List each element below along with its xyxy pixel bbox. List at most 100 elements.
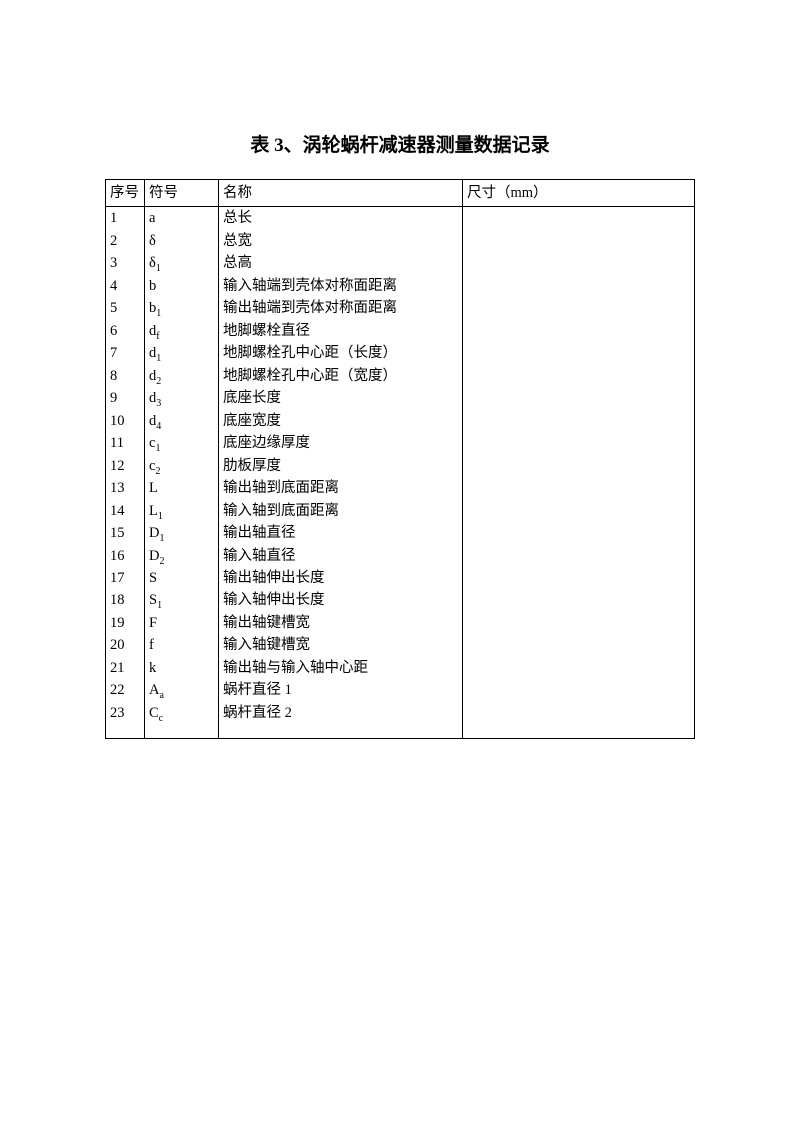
cell-symbol: D2 <box>145 545 219 567</box>
table-row: 17S输出轴伸出长度 <box>106 567 695 589</box>
cell-dimension <box>463 410 695 432</box>
table-row: 3δ1总高 <box>106 252 695 274</box>
cell-name: 输入轴直径 <box>219 545 463 567</box>
cell-seq: 11 <box>106 432 145 454</box>
cell-symbol: S1 <box>145 589 219 611</box>
cell-name: 输入轴端到壳体对称面距离 <box>219 275 463 297</box>
cell-dimension <box>463 702 695 739</box>
table-row: 18S1输入轴伸出长度 <box>106 589 695 611</box>
cell-symbol: k <box>145 657 219 679</box>
table-row: 8d2地脚螺栓孔中心距（宽度） <box>106 365 695 387</box>
table-header-row: 序号 符号 名称 尺寸（mm） <box>106 180 695 207</box>
table-row: 7d1地脚螺栓孔中心距（长度） <box>106 342 695 364</box>
cell-dimension <box>463 545 695 567</box>
cell-dimension <box>463 455 695 477</box>
cell-dimension <box>463 275 695 297</box>
cell-seq: 17 <box>106 567 145 589</box>
cell-seq: 9 <box>106 387 145 409</box>
cell-symbol: L1 <box>145 500 219 522</box>
cell-seq: 10 <box>106 410 145 432</box>
cell-seq: 12 <box>106 455 145 477</box>
table-row: 12c2肋板厚度 <box>106 455 695 477</box>
cell-dimension <box>463 567 695 589</box>
table-row: 13L输出轴到底面距离 <box>106 477 695 499</box>
cell-seq: 21 <box>106 657 145 679</box>
cell-symbol: D1 <box>145 522 219 544</box>
cell-name: 蜗杆直径 2 <box>219 702 463 739</box>
cell-dimension <box>463 657 695 679</box>
cell-symbol: d2 <box>145 365 219 387</box>
table-row: 2δ总宽 <box>106 230 695 252</box>
cell-symbol: d4 <box>145 410 219 432</box>
cell-symbol: c1 <box>145 432 219 454</box>
cell-dimension <box>463 500 695 522</box>
cell-symbol: Aa <box>145 679 219 701</box>
cell-dimension <box>463 320 695 342</box>
cell-dimension <box>463 252 695 274</box>
col-header-name: 名称 <box>219 180 463 207</box>
table-row: 9d3底座长度 <box>106 387 695 409</box>
table-row: 23Cc蜗杆直径 2 <box>106 702 695 739</box>
cell-name: 输入轴到底面距离 <box>219 500 463 522</box>
cell-seq: 15 <box>106 522 145 544</box>
cell-seq: 5 <box>106 297 145 319</box>
table-row: 16D2输入轴直径 <box>106 545 695 567</box>
col-header-seq: 序号 <box>106 180 145 207</box>
cell-dimension <box>463 477 695 499</box>
cell-dimension <box>463 365 695 387</box>
cell-symbol: d3 <box>145 387 219 409</box>
cell-seq: 13 <box>106 477 145 499</box>
cell-name: 总长 <box>219 207 463 230</box>
cell-dimension <box>463 589 695 611</box>
cell-seq: 2 <box>106 230 145 252</box>
cell-seq: 4 <box>106 275 145 297</box>
cell-seq: 16 <box>106 545 145 567</box>
table-row: 20f输入轴键槽宽 <box>106 634 695 656</box>
col-header-symbol: 符号 <box>145 180 219 207</box>
cell-name: 输入轴键槽宽 <box>219 634 463 656</box>
cell-seq: 22 <box>106 679 145 701</box>
table-row: 11c1底座边缘厚度 <box>106 432 695 454</box>
cell-symbol: Cc <box>145 702 219 739</box>
cell-name: 输出轴到底面距离 <box>219 477 463 499</box>
col-header-dimension: 尺寸（mm） <box>463 180 695 207</box>
cell-name: 蜗杆直径 1 <box>219 679 463 701</box>
cell-dimension <box>463 432 695 454</box>
cell-dimension <box>463 522 695 544</box>
cell-symbol: S <box>145 567 219 589</box>
cell-dimension <box>463 679 695 701</box>
cell-name: 输入轴伸出长度 <box>219 589 463 611</box>
cell-name: 输出轴键槽宽 <box>219 612 463 634</box>
cell-seq: 3 <box>106 252 145 274</box>
cell-dimension <box>463 387 695 409</box>
cell-name: 肋板厚度 <box>219 455 463 477</box>
cell-seq: 6 <box>106 320 145 342</box>
cell-seq: 14 <box>106 500 145 522</box>
cell-seq: 18 <box>106 589 145 611</box>
cell-name: 输出轴伸出长度 <box>219 567 463 589</box>
cell-dimension <box>463 342 695 364</box>
table-row: 22Aa蜗杆直径 1 <box>106 679 695 701</box>
cell-name: 底座长度 <box>219 387 463 409</box>
cell-dimension <box>463 634 695 656</box>
cell-name: 总高 <box>219 252 463 274</box>
cell-symbol: d1 <box>145 342 219 364</box>
cell-name: 输出轴直径 <box>219 522 463 544</box>
table-row: 10d4底座宽度 <box>106 410 695 432</box>
cell-seq: 23 <box>106 702 145 739</box>
cell-name: 地脚螺栓直径 <box>219 320 463 342</box>
table-row: 1a总长 <box>106 207 695 230</box>
cell-symbol: a <box>145 207 219 230</box>
table-row: 6df地脚螺栓直径 <box>106 320 695 342</box>
cell-name: 地脚螺栓孔中心距（宽度） <box>219 365 463 387</box>
table-title: 表 3、涡轮蜗杆减速器测量数据记录 <box>105 130 695 157</box>
table-row: 19F输出轴键槽宽 <box>106 612 695 634</box>
cell-symbol: b1 <box>145 297 219 319</box>
cell-name: 输出轴端到壳体对称面距离 <box>219 297 463 319</box>
cell-symbol: df <box>145 320 219 342</box>
cell-symbol: f <box>145 634 219 656</box>
cell-dimension <box>463 230 695 252</box>
cell-dimension <box>463 297 695 319</box>
table-row: 14L1输入轴到底面距离 <box>106 500 695 522</box>
table-row: 15D1输出轴直径 <box>106 522 695 544</box>
